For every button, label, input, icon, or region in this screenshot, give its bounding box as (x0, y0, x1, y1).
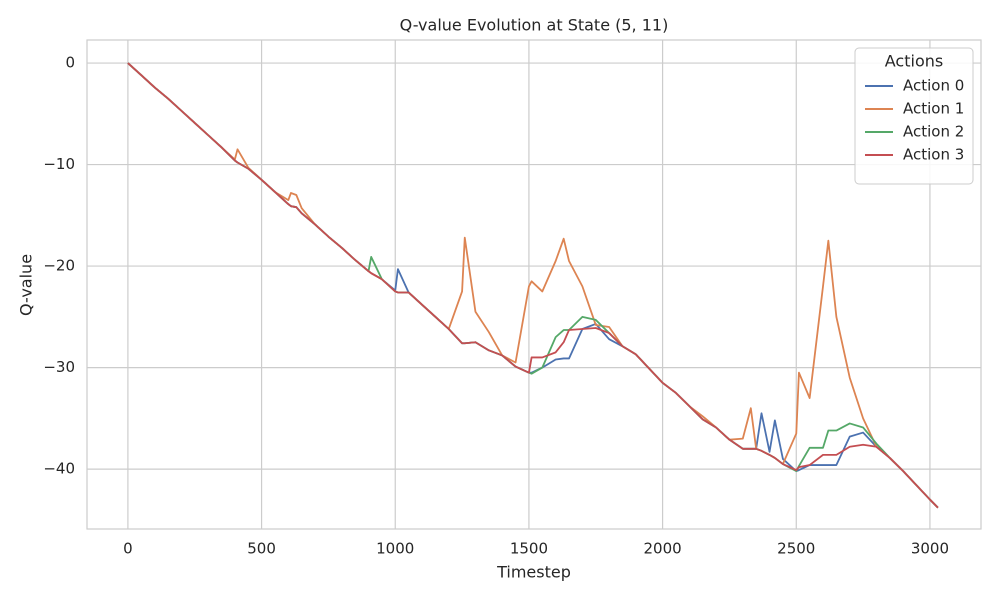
legend-box (854, 47, 974, 185)
legend-title: Actions (885, 52, 943, 71)
y-tick-label: −10 (43, 155, 75, 173)
y-tick-label: −20 (43, 257, 75, 275)
y-axis-label: Q-value (17, 254, 36, 316)
legend-label: Action 1 (903, 100, 964, 118)
line (127, 62, 939, 509)
y-tick-label: 0 (65, 54, 75, 72)
chart-title: Q-value Evolution at State (5, 11) (400, 16, 669, 35)
x-tick-label: 1000 (376, 540, 414, 558)
y-tick-label: −40 (43, 460, 75, 478)
x-tick-label: 500 (247, 540, 276, 558)
legend-label: Action 2 (903, 123, 964, 141)
x-tick-label: 3000 (911, 540, 949, 558)
plot-frame (86, 39, 982, 530)
x-axis-label: Timestep (496, 563, 571, 582)
x-tick-label: 2500 (777, 540, 815, 558)
x-tick-label: 0 (123, 540, 133, 558)
x-tick-label: 2000 (643, 540, 681, 558)
y-tick-label: −30 (43, 358, 75, 376)
line (127, 62, 939, 509)
legend-label: Action 3 (903, 146, 964, 164)
x-tick-label: 1500 (510, 540, 548, 558)
legend-label: Action 0 (903, 77, 964, 95)
